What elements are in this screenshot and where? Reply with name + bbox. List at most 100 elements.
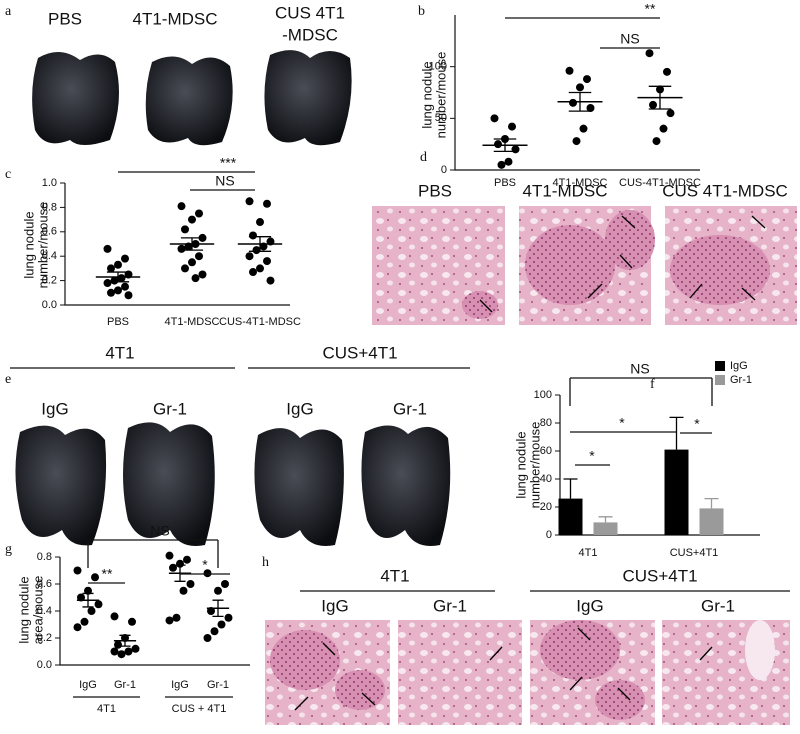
x-tick-label: Gr-1 (114, 679, 136, 691)
bar (699, 508, 724, 535)
significance: ** (645, 1, 656, 17)
photo-label: 4T1-MDSC (132, 9, 217, 28)
significance: * (619, 415, 625, 431)
dot (114, 286, 122, 295)
x-tick-label: CUS+4T1 (670, 547, 719, 559)
error-bar (704, 497, 719, 509)
dot (191, 274, 200, 283)
dot (565, 66, 574, 75)
dot (114, 640, 122, 649)
dot (94, 600, 103, 609)
dot (87, 607, 96, 615)
significance: ** (102, 566, 113, 582)
dot (110, 276, 119, 285)
photo-label: Gr-1 (701, 596, 735, 615)
panel-letter: g (5, 542, 12, 557)
dot (103, 244, 112, 253)
legend-label: IgG (730, 360, 748, 372)
dot (572, 137, 581, 146)
photo-label: Gr-1 (393, 399, 427, 418)
y-axis-label: lung nodule (16, 576, 31, 643)
dot (659, 124, 668, 133)
dot (252, 246, 261, 255)
dot (652, 137, 661, 146)
dot (172, 613, 181, 622)
y-tick-label: 0.6 (42, 226, 57, 238)
dot (107, 264, 115, 273)
dot (107, 288, 115, 297)
dot (569, 98, 577, 107)
photo-label: IgG (286, 399, 313, 418)
bar (558, 498, 583, 535)
y-tick-label: 50 (435, 112, 447, 124)
x-tick-label: PBS (107, 316, 129, 328)
dot (583, 75, 591, 84)
dot (73, 623, 82, 632)
lung-photo (254, 428, 344, 546)
legend-swatch (715, 361, 725, 371)
x-tick-label: Gr-1 (207, 679, 229, 691)
dot (263, 199, 271, 208)
error-bar (119, 634, 131, 647)
dot (169, 563, 177, 572)
photo-label: IgG (321, 596, 348, 615)
dot (84, 586, 92, 595)
lung-photo (32, 51, 119, 145)
group-label: CUS + 4T1 (172, 703, 227, 715)
error-bar (669, 416, 684, 450)
dot (511, 145, 520, 154)
panel-letter: e (5, 372, 11, 387)
error-bar (493, 138, 517, 153)
dot (91, 573, 99, 582)
dot (266, 276, 275, 285)
dot (110, 647, 119, 656)
dot (221, 580, 229, 588)
y-tick-label: 0.6 (37, 578, 52, 590)
significance: * (202, 557, 208, 573)
dot (666, 109, 675, 118)
dot (217, 620, 226, 629)
dot (203, 569, 212, 578)
legend-swatch (715, 375, 725, 385)
photo-label: PBS (418, 181, 452, 200)
dot (210, 627, 219, 636)
y-axis-label: number/mouse (35, 202, 50, 289)
bar (664, 449, 689, 535)
photo-label: 4T1-MDSC (522, 181, 607, 200)
y-tick-label: 0 (546, 529, 552, 541)
significance: NS (630, 361, 649, 377)
y-tick-label: 100 (429, 61, 447, 73)
x-tick-label: PBS (494, 177, 516, 189)
dot (508, 122, 516, 131)
error-bar (180, 237, 204, 251)
photo-label: PBS (48, 9, 82, 28)
error-bar (174, 564, 186, 582)
dot (188, 258, 196, 267)
error-bar (82, 592, 94, 608)
error-bar (106, 271, 130, 283)
y-tick-label: 20 (540, 501, 552, 513)
error-bar (248, 236, 272, 252)
dot (494, 140, 502, 149)
dot (73, 566, 82, 575)
x-tick-label: IgG (79, 679, 97, 691)
error-bar (598, 516, 613, 523)
dot (203, 634, 212, 642)
dot (114, 260, 122, 269)
error-bar (212, 599, 224, 618)
photo-label: IgG (576, 596, 603, 615)
photo-label: -MDSC (282, 25, 338, 44)
group-label: 4T1 (380, 566, 409, 585)
photo-label: IgG (41, 399, 68, 418)
photos (15, 50, 797, 725)
dot (224, 613, 233, 622)
significance: NS (215, 173, 234, 189)
y-tick-label: 0.0 (37, 659, 52, 671)
x-tick-label: 4T1-MDSC (164, 316, 219, 328)
x-tick-label: CUS-4T1-MDSC (219, 316, 301, 328)
dot (649, 100, 657, 109)
significance: * (694, 416, 700, 432)
dot (117, 650, 126, 659)
dot (117, 274, 126, 283)
error-bar (648, 85, 672, 110)
